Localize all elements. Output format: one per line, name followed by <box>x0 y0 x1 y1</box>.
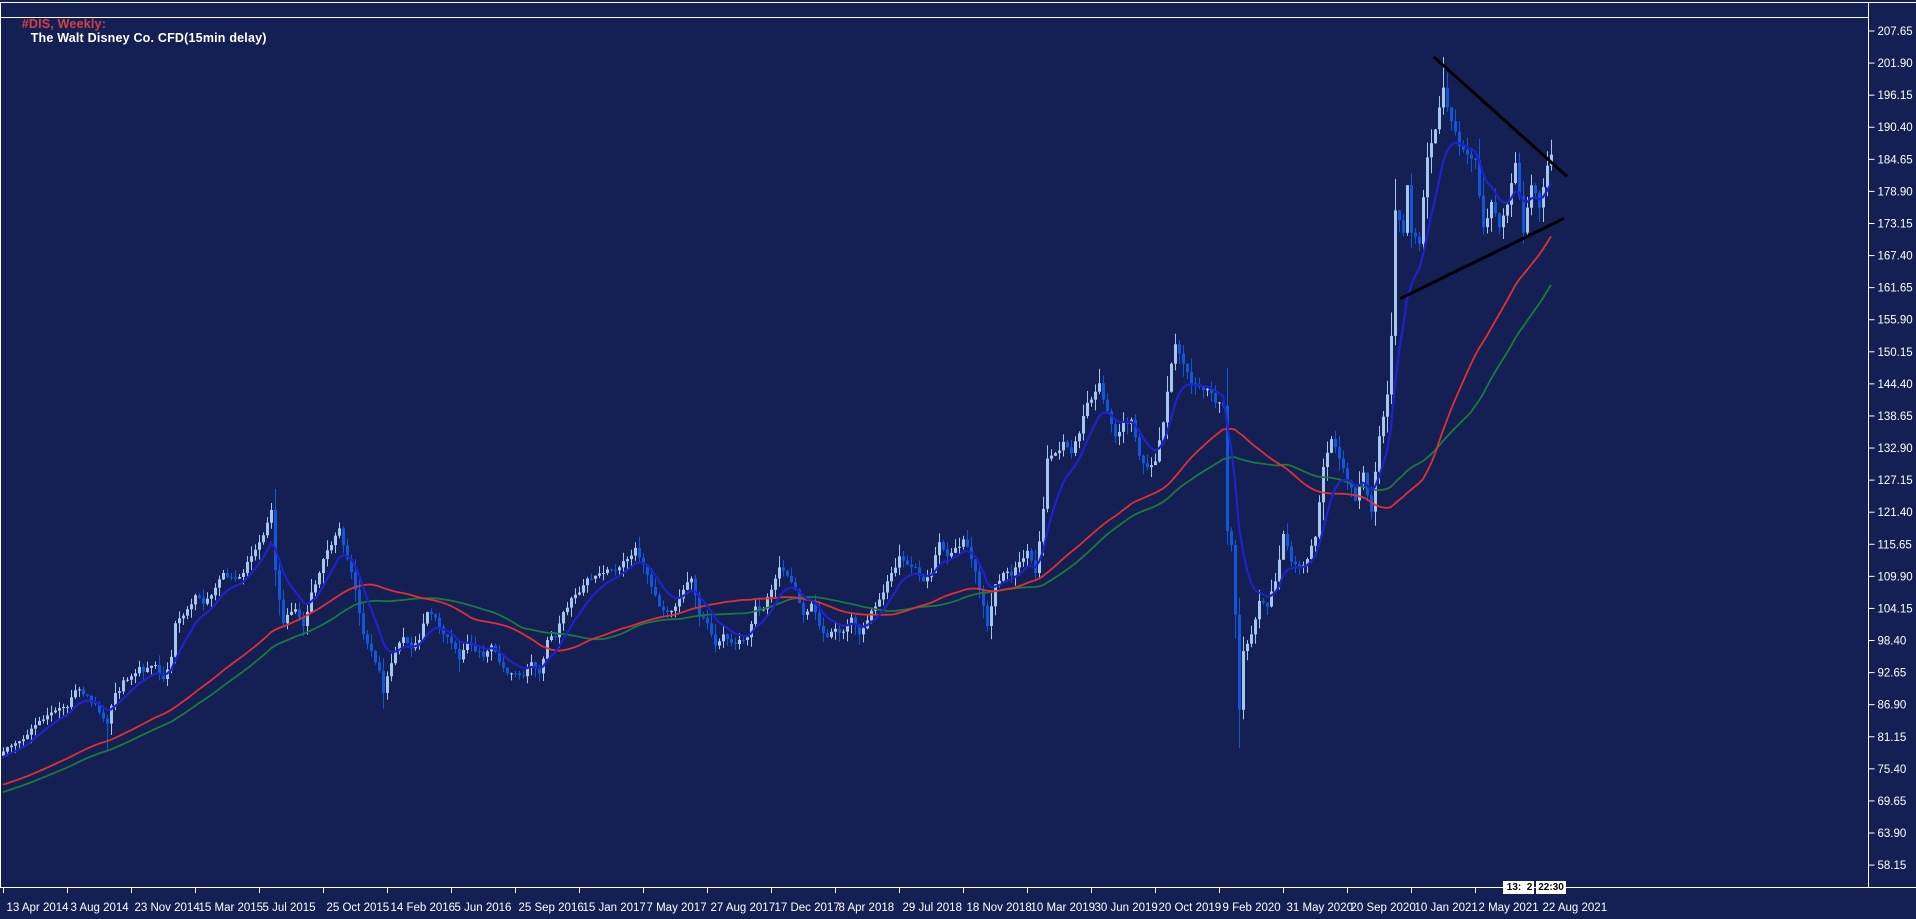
price-label: 144.40 <box>1878 379 1913 391</box>
price-label: 207.65 <box>1878 26 1913 38</box>
trendline-descending-resistance[interactable] <box>1432 55 1569 178</box>
price-label: 92.65 <box>1878 668 1907 680</box>
time-label: 14 Feb 2016 <box>391 902 456 914</box>
price-label: 201.90 <box>1878 58 1913 70</box>
ma-mid-line[interactable] <box>2 235 1552 786</box>
price-label: 58.15 <box>1878 860 1907 872</box>
time-label: 15 Mar 2015 <box>199 902 264 914</box>
price-label: 63.90 <box>1878 828 1907 840</box>
price-axis[interactable]: 207.65 201.90 196.15 190.40 184.65 178.90 173.… <box>1868 26 1913 872</box>
price-label: 121.40 <box>1878 507 1913 519</box>
price-label: 109.90 <box>1878 571 1913 583</box>
price-label: 178.90 <box>1878 186 1913 198</box>
time-label: 15 Jan 2017 <box>583 902 646 914</box>
price-label: 173.15 <box>1878 218 1913 230</box>
price-label: 150.15 <box>1878 347 1913 359</box>
time-label: 25 Sep 2016 <box>519 902 584 914</box>
price-label: 161.65 <box>1878 283 1913 295</box>
time-label: 17 Dec 2017 <box>775 902 840 914</box>
price-label: 184.65 <box>1878 154 1913 166</box>
time-label: 18 Nov 2018 <box>967 902 1032 914</box>
time-label: 3 Aug 2014 <box>71 902 130 914</box>
time-label: 5 Jul 2015 <box>263 902 316 914</box>
time-label: 5 Jun 2016 <box>455 902 512 914</box>
time-label: 31 May 2020 <box>1287 902 1354 914</box>
price-label: 69.65 <box>1878 796 1907 808</box>
time-label: 23 Nov 2014 <box>135 902 201 914</box>
time-label: 27 Aug 2017 <box>711 902 776 914</box>
time-label: 13 Apr 2014 <box>7 902 70 914</box>
price-label: 115.65 <box>1878 539 1912 551</box>
time-axis-tag-3[interactable]: 22:30 <box>1536 881 1566 894</box>
time-label: 10 Mar 2019 <box>1031 902 1096 914</box>
price-label: 167.40 <box>1878 251 1913 263</box>
time-label: 9 Feb 2020 <box>1223 902 1281 914</box>
price-label: 104.15 <box>1878 603 1913 615</box>
chart-frame <box>0 2 1916 888</box>
price-label: 190.40 <box>1878 122 1913 134</box>
price-label: 81.15 <box>1878 732 1907 744</box>
price-label: 196.15 <box>1878 90 1913 102</box>
price-label: 86.90 <box>1878 700 1907 712</box>
time-axis-tag-1[interactable]: 13: <box>1503 881 1525 894</box>
price-label: 98.40 <box>1878 636 1907 648</box>
time-label: 25 Oct 2015 <box>327 902 390 914</box>
chart-title-symbol: #DIS, Weekly: <box>21 17 107 31</box>
price-label: 138.65 <box>1878 411 1913 423</box>
price-label: 155.90 <box>1878 315 1913 327</box>
time-label: 20 Oct 2019 <box>1159 902 1222 914</box>
time-label: 30 Jun 2019 <box>1095 902 1158 914</box>
time-label: 10 Jan 2021 <box>1415 902 1478 914</box>
time-label: 8 Apr 2018 <box>839 902 895 914</box>
chart-title-description: The Walt Disney Co. CFD(15min delay) <box>30 31 267 45</box>
trendline-ascending-support[interactable] <box>1399 217 1565 301</box>
time-axis-tag-2[interactable]: 2 <box>1525 881 1534 894</box>
time-label: 7 May 2017 <box>647 902 707 914</box>
time-label: 20 Sep 2020 <box>1351 902 1416 914</box>
chart-title: #DIS, Weekly: The Walt Disney Co. CFD(15… <box>7 3 267 59</box>
ma-fast-line[interactable] <box>2 141 1552 758</box>
price-label: 75.40 <box>1878 764 1907 776</box>
time-label: 29 Jul 2018 <box>903 902 962 914</box>
time-label: 2 May 2021 <box>1479 902 1539 914</box>
time-label: 22 Aug 2021 <box>1543 902 1608 914</box>
moving-averages-layer <box>2 141 1552 794</box>
ma-slow-line[interactable] <box>2 284 1552 794</box>
price-label: 127.15 <box>1878 475 1913 487</box>
price-label: 132.90 <box>1878 443 1913 455</box>
trendlines-layer <box>1399 55 1569 301</box>
candles-layer <box>2 56 1553 758</box>
